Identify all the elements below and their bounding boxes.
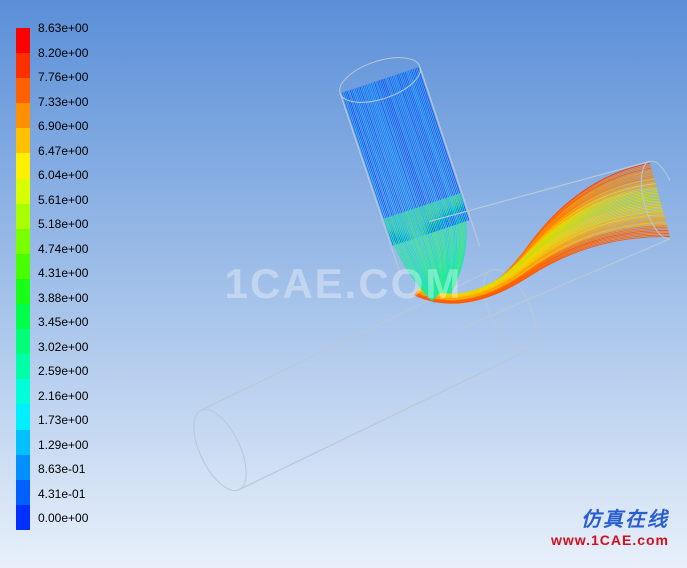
colorbar xyxy=(16,28,30,530)
legend: 8.63e+008.20e+007.76e+007.33e+006.90e+00… xyxy=(16,28,88,530)
plot-area xyxy=(150,50,670,500)
footer: 仿真在线 www.1CAE.com xyxy=(551,503,669,548)
colorbar-labels: 8.63e+008.20e+007.76e+007.33e+006.90e+00… xyxy=(38,22,88,524)
streamlines-svg xyxy=(150,50,670,500)
footer-url: www.1CAE.com xyxy=(551,532,669,548)
footer-cn: 仿真在线 xyxy=(551,503,669,532)
